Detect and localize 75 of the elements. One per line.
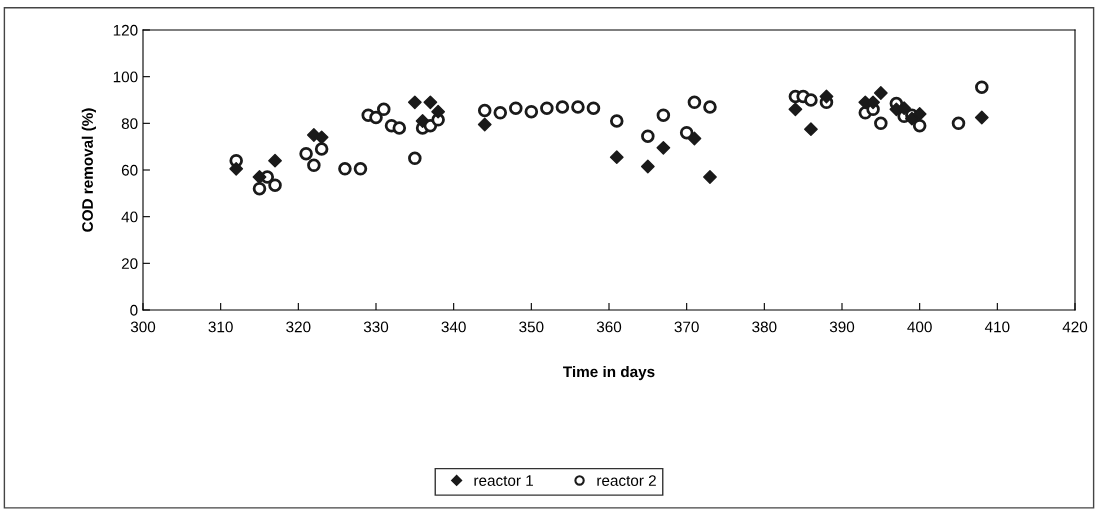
x-tick-label: 340 <box>441 321 466 333</box>
x-tick-label: 380 <box>752 321 777 333</box>
point <box>268 153 282 168</box>
x-tick-label: 370 <box>674 321 699 333</box>
x-tick-label: 330 <box>363 321 389 333</box>
point <box>407 95 422 110</box>
point <box>408 151 422 166</box>
y-tick-label: 80 <box>121 118 138 130</box>
point <box>897 101 912 116</box>
point <box>493 106 508 120</box>
point <box>229 161 244 176</box>
legend-label: reactor 1 <box>474 475 533 486</box>
point <box>703 100 717 114</box>
y-tick-label: 60 <box>121 164 138 176</box>
point <box>679 125 694 140</box>
point <box>656 140 671 155</box>
point <box>252 170 267 184</box>
point <box>307 158 321 173</box>
point <box>314 130 329 145</box>
point <box>392 121 407 135</box>
point <box>314 142 329 156</box>
point <box>873 86 888 100</box>
point <box>610 114 624 128</box>
point <box>571 100 585 114</box>
point <box>656 108 671 122</box>
point <box>703 170 717 184</box>
point <box>369 110 383 125</box>
x-tick-label: 310 <box>208 321 233 333</box>
point <box>951 116 966 131</box>
point <box>377 102 391 117</box>
y-axis-title: COD removal (%) <box>81 108 96 232</box>
y-tick-label: 100 <box>113 71 138 83</box>
point <box>509 101 523 115</box>
point <box>788 102 803 117</box>
point <box>252 181 267 196</box>
point <box>912 118 927 133</box>
point <box>804 122 818 137</box>
point <box>687 131 702 146</box>
point <box>338 162 352 176</box>
x-tick-label: 360 <box>596 321 622 333</box>
point <box>353 162 368 176</box>
legend-label: reactor 2 <box>597 475 656 486</box>
x-tick-label: 350 <box>519 321 544 333</box>
point <box>586 101 601 115</box>
point <box>874 116 888 131</box>
point <box>477 117 492 132</box>
y-tick-label: 120 <box>113 24 138 36</box>
x-tick-label: 320 <box>286 321 311 333</box>
point <box>640 159 655 174</box>
point <box>540 101 554 115</box>
y-tick-label: 0 <box>130 304 138 316</box>
x-tick-label: 390 <box>829 321 855 333</box>
point <box>609 150 624 165</box>
point <box>423 95 438 110</box>
point <box>477 103 492 118</box>
point <box>974 110 989 125</box>
point <box>819 89 834 104</box>
point <box>804 93 818 107</box>
point <box>524 104 539 119</box>
point <box>975 80 989 94</box>
x-tick-label: 300 <box>130 321 156 333</box>
point <box>299 146 313 161</box>
point <box>912 107 927 121</box>
point <box>431 104 446 119</box>
x-tick-label: 400 <box>907 321 932 333</box>
x-axis-title: Time in days <box>563 365 655 381</box>
point <box>641 129 655 143</box>
point <box>268 178 282 192</box>
point <box>687 95 702 110</box>
x-tick-label: 410 <box>984 321 1010 333</box>
y-tick-label: 20 <box>121 258 138 270</box>
y-tick-label: 40 <box>121 211 138 223</box>
x-tick-label: 420 <box>1062 321 1088 333</box>
point <box>555 100 570 114</box>
point <box>415 114 430 128</box>
